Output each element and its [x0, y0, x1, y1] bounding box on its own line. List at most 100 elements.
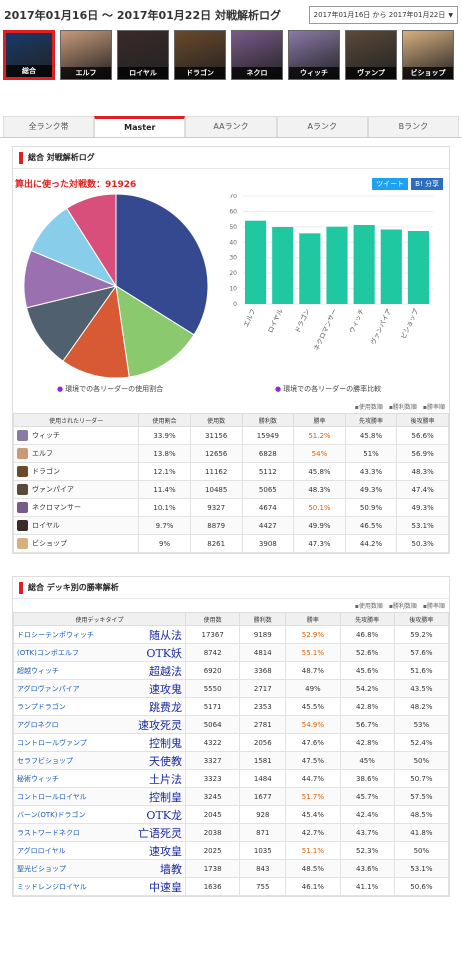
deck-name-link[interactable]: 超越ウィッチ: [17, 666, 59, 675]
leader-tab[interactable]: ネクロ: [231, 30, 283, 80]
leader-tab[interactable]: ビショップ: [402, 30, 454, 80]
x-tick-label: ロイヤル: [266, 307, 284, 334]
sort-links[interactable]: ▪使用数順 ▪勝利数順 ▪勝率順: [354, 404, 445, 411]
leader-name: ドラゴン: [32, 467, 60, 476]
rank-tab[interactable]: Aランク: [276, 116, 368, 137]
cell-wins: 871: [239, 823, 287, 842]
deck-name-link[interactable]: ドロシーテンポウィッチ: [17, 630, 94, 639]
table-row: ドラゴン 12.1% 11162 5112 45.8% 43.3% 48.3%: [12, 462, 449, 481]
deck-name-link[interactable]: セラフビショップ: [17, 756, 73, 765]
cell-wins: 1581: [239, 751, 287, 770]
rank-tab[interactable]: Bランク: [367, 116, 460, 137]
leader-cell[interactable]: ウィッチ: [12, 426, 140, 445]
y-tick-label: 20: [229, 270, 237, 277]
leader-cell[interactable]: ドラゴン: [12, 462, 140, 481]
leader-tab[interactable]: ロイヤル: [117, 30, 169, 80]
deck-name-link[interactable]: コントロールヴァンプ: [17, 738, 87, 747]
deck-name-link[interactable]: 秘術ウィッチ: [17, 774, 59, 783]
leader-cell[interactable]: エルフ: [12, 444, 140, 463]
deck-cell-content: 秘術ウィッチ 土片法: [17, 771, 182, 787]
deck-name-link[interactable]: (OTK)コンボエルフ: [17, 648, 79, 657]
deck-cell-content: ミッドレンジロイヤル 中速皇: [17, 879, 182, 895]
cell-first: 42.4%: [339, 805, 395, 824]
deck-cell-content: バーン(OTK)ドラゴン OTK龙: [17, 807, 182, 823]
deck-cell: 超越ウィッチ 超越法: [13, 661, 186, 680]
leader-tab[interactable]: ヴァンプ: [345, 30, 397, 80]
deck-name-link[interactable]: コントロールロイヤル: [17, 792, 87, 801]
cell-uses: 8742: [184, 643, 241, 662]
table-row: ロイヤル 9.7% 8879 4427 49.9% 46.5% 53.1%: [12, 516, 449, 535]
tweet-button[interactable]: ツイート: [372, 177, 409, 190]
hatena-button[interactable]: B! 分享: [411, 177, 443, 190]
cell-uses: 1738: [184, 859, 241, 878]
cell-second: 50.6%: [393, 877, 450, 896]
table-row: 秘術ウィッチ 土片法 3323 1484 44.7% 38.6% 50.7%: [13, 769, 450, 788]
leader-tab[interactable]: 総合: [3, 30, 55, 80]
column-header[interactable]: 勝率: [285, 612, 341, 626]
cell-second: 53.1%: [393, 859, 450, 878]
cell-uses: 11162: [189, 462, 243, 481]
cell-wins: 4427: [241, 516, 295, 535]
y-tick-label: 0: [233, 301, 237, 308]
deck-name-link[interactable]: アグロロイヤル: [17, 846, 66, 855]
column-header[interactable]: 勝利数: [241, 413, 295, 427]
column-header[interactable]: 使用数: [189, 413, 243, 427]
deck-cell-content: ランプドラゴン 跳费龙: [17, 699, 182, 715]
cell-wins: 6828: [241, 444, 295, 463]
column-header[interactable]: 勝率: [293, 413, 346, 427]
overview-title-text: 総合 対戦解析ログ: [28, 153, 95, 162]
cell-uses: 6920: [184, 661, 241, 680]
y-tick-label: 70: [229, 194, 237, 200]
leader-tab[interactable]: ドラゴン: [174, 30, 226, 80]
deck-name-link[interactable]: バーン(OTK)ドラゴン: [17, 810, 86, 819]
leader-cell[interactable]: ヴァンパイア: [12, 480, 140, 499]
cell-first: 56.7%: [339, 715, 395, 734]
cell-first: 42.8%: [339, 733, 395, 752]
rank-tab[interactable]: 全ランク帯: [3, 116, 95, 137]
deck-name-link[interactable]: アグロヴァンパイア: [17, 684, 80, 693]
leader-tab[interactable]: ウィッチ: [288, 30, 340, 80]
cell-uses: 1636: [184, 877, 241, 896]
column-header[interactable]: 使用デッキタイプ: [13, 612, 186, 626]
deck-name-link[interactable]: アグロネクロ: [17, 720, 59, 729]
deck-name-link[interactable]: ミッドレンジロイヤル: [17, 882, 87, 891]
column-header[interactable]: 使用割合: [138, 413, 191, 427]
bar-caption[interactable]: ● 環境での各リーダーの勝率比較: [275, 384, 381, 394]
y-tick-label: 10: [229, 286, 237, 293]
deck-cell: コントロールヴァンプ 控制鬼: [13, 733, 186, 752]
leader-name: ロイヤル: [118, 67, 168, 79]
deck-title-text: 総合 デッキ別の勝率解析: [28, 583, 119, 592]
cell-wins: 9189: [239, 625, 287, 644]
cell-rate: 45.8%: [293, 462, 346, 481]
leader-cell[interactable]: ロイヤル: [12, 516, 140, 535]
column-header[interactable]: 先攻勝率: [339, 612, 395, 626]
cell-second: 47.4%: [396, 480, 449, 499]
cell-second: 52.4%: [393, 733, 450, 752]
cell-first: 52.3%: [339, 841, 395, 860]
leader-tab[interactable]: エルフ: [60, 30, 112, 80]
column-header[interactable]: 先攻勝率: [344, 413, 398, 427]
column-header[interactable]: 後攻勝率: [396, 413, 449, 427]
deck-cell: (OTK)コンボエルフ OTK妖: [13, 643, 186, 662]
deck-name-link[interactable]: ラストワードネクロ: [17, 828, 80, 837]
leader-cell[interactable]: ネクロマンサー: [12, 498, 140, 517]
rank-tab[interactable]: AAランク: [185, 116, 277, 137]
column-header[interactable]: 後攻勝率: [393, 612, 450, 626]
cell-second: 53.1%: [396, 516, 449, 535]
cell-second: 57.5%: [393, 787, 450, 806]
rank-tab[interactable]: Master: [94, 116, 186, 137]
pie-caption[interactable]: ● 環境での各リーダーの使用割合: [57, 384, 163, 394]
deck-name-link[interactable]: 聖光ビショップ: [17, 864, 66, 873]
leader-cell[interactable]: ビショップ: [12, 534, 140, 553]
deck-cell: アグロヴァンパイア 速攻鬼: [13, 679, 186, 698]
cell-first: 41.1%: [339, 877, 395, 896]
pin-icon: ●: [57, 385, 64, 393]
deck-sort-links[interactable]: ▪使用数順 ▪勝利数順 ▪勝率順: [354, 603, 445, 610]
column-header[interactable]: 使用されたリーダー: [12, 413, 140, 427]
column-header[interactable]: 勝利数: [239, 612, 287, 626]
deck-name-link[interactable]: ランプドラゴン: [17, 702, 66, 711]
handwritten-note: 控制皇: [149, 790, 182, 804]
date-range-select[interactable]: 2017年01月16日 から 2017年01月22日 ▼: [308, 6, 458, 24]
leader-name: ネクロマンサー: [32, 503, 81, 512]
column-header[interactable]: 使用数: [184, 612, 241, 626]
